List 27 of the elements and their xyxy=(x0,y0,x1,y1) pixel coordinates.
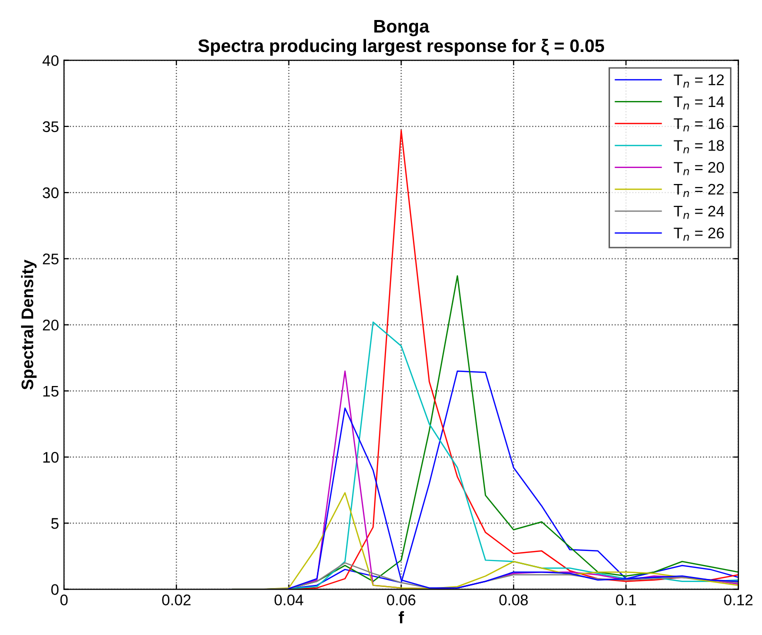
legend-label: T$_{n}$ = 14 xyxy=(674,96,724,110)
legend-label: T$_{n}$ = 12 xyxy=(674,74,724,88)
legend-label: T$_{n}$ = 16 xyxy=(674,118,724,132)
legend-label: T$_{n}$ = 24 xyxy=(674,206,724,219)
legend-label: T$_{n}$ = 22 xyxy=(674,184,724,198)
y-tick-label: 5 xyxy=(51,518,59,529)
y-tick-label: 20 xyxy=(42,320,59,330)
y-tick-label: 40 xyxy=(42,55,59,66)
x-tick-label: 0.12 xyxy=(724,594,752,606)
y-tick-label: 25 xyxy=(42,254,59,264)
x-tick-label: 0.1 xyxy=(616,594,636,606)
y-tick-label: 35 xyxy=(42,121,59,132)
chart-title: Bonga Spectra producing largest response for ξ = 0.05 xyxy=(198,20,604,56)
legend-label: T$_{n}$ = 20 xyxy=(674,162,724,176)
y-tick-label: 10 xyxy=(43,452,59,463)
y-tick-label: 30 xyxy=(42,187,59,198)
y-axis-title: Spectral Density xyxy=(21,260,37,390)
x-tick-label: 0.08 xyxy=(499,594,528,606)
x-tick-label: 0 xyxy=(60,594,68,606)
y-tick-label: 0 xyxy=(51,584,59,595)
x-axis-title: f xyxy=(398,611,404,624)
x-tick-label: 0.06 xyxy=(386,594,416,606)
x-tick-label: 0.02 xyxy=(162,594,191,606)
legend-label: T$_{n}$ = 26 xyxy=(674,228,724,241)
x-tick-label: 0.04 xyxy=(274,594,304,606)
legend-label: T$_{n}$ = 18 xyxy=(674,140,724,154)
y-tick-label: 15 xyxy=(43,386,59,397)
